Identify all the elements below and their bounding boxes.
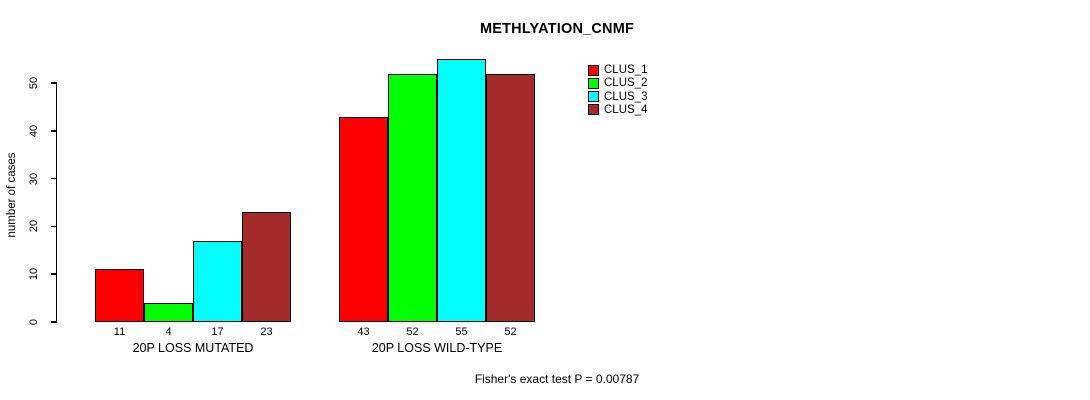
y-axis-tick: [51, 321, 57, 323]
bar-value-label: 43: [357, 325, 370, 338]
legend-swatch-clus_2: [588, 77, 599, 89]
y-axis-tick-label: 30: [28, 172, 40, 185]
legend-label: CLUS_4: [604, 103, 648, 116]
y-axis-tick: [51, 82, 57, 84]
bar-value-label: 55: [455, 325, 468, 338]
bar-value-label: 52: [504, 325, 517, 338]
y-axis-tick-label: 0: [28, 318, 40, 326]
bar-value-label: 11: [113, 325, 126, 338]
y-axis-tick-label: 20: [28, 220, 40, 233]
bar-value-label: 52: [406, 325, 419, 338]
legend-label: CLUS_1: [604, 64, 648, 76]
y-axis-tick-label: 40: [28, 124, 40, 138]
chart-title: METHLYATION_CNMF: [479, 21, 635, 37]
bar-clus_2-group2: [388, 73, 437, 322]
y-axis-tick: [51, 273, 57, 275]
bar-clus_4-group2: [486, 73, 535, 322]
legend-swatch-clus_1: [588, 64, 599, 76]
bar-clus_1-group2: [339, 116, 388, 322]
y-axis-tick: [51, 177, 57, 180]
bar-clus_3-group2: [437, 59, 486, 322]
x-axis-group-label: 20P LOSS MUTATED: [132, 341, 254, 355]
bar-clus_2-group1: [144, 302, 193, 322]
legend-label: CLUS_2: [604, 77, 648, 90]
bar-clus_3-group1: [193, 240, 242, 322]
bar-clus_4-group1: [242, 212, 291, 322]
legend-label: CLUS_3: [604, 90, 648, 103]
y-axis-tick-label: 50: [28, 77, 40, 90]
stat-annotation: Fisher's exact test P = 0.00787: [474, 372, 640, 386]
legend-swatch-clus_4: [588, 104, 599, 116]
y-axis-tick-label: 10: [28, 268, 40, 281]
bar-value-label: 17: [211, 325, 224, 338]
bar-value-label: 23: [260, 325, 273, 338]
y-axis-line: [55, 83, 57, 323]
bar-value-label: 4: [165, 325, 172, 338]
y-axis-label: number of cases: [6, 152, 18, 238]
x-axis-group-label: 20P LOSS WILD-TYPE: [371, 341, 503, 355]
bar-clus_1-group1: [95, 269, 144, 322]
y-axis-tick: [51, 225, 57, 228]
legend-swatch-clus_3: [588, 91, 599, 103]
y-axis-tick: [51, 130, 57, 132]
